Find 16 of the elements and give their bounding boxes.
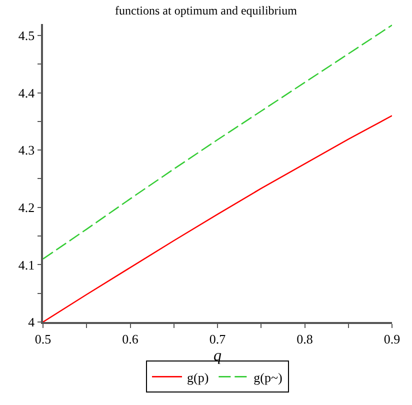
y-tick-label: 4.5 (18, 28, 35, 44)
x-axis-title: q (214, 348, 222, 365)
x-tick-label: 0.5 (34, 331, 52, 346)
x-tick-label: 0.9 (384, 331, 400, 346)
x-tick-label: 0.7 (209, 331, 226, 346)
legend-label: g(p) (187, 370, 209, 385)
x-tick-label: 0.6 (122, 331, 139, 346)
text: 4 (28, 314, 35, 330)
y-tick-label: 4.3 (18, 142, 35, 158)
x-tick-label: 0.8 (296, 331, 313, 346)
y-tick-label: 4.1 (18, 257, 35, 272)
y-tick-label: 4.4 (18, 85, 36, 100)
line-series (43, 24, 392, 260)
chart-title: functions at optimum and equilibrium (115, 3, 298, 18)
legend-label: g(p~) (254, 370, 282, 385)
y-tick-label: 4.2 (18, 200, 35, 215)
